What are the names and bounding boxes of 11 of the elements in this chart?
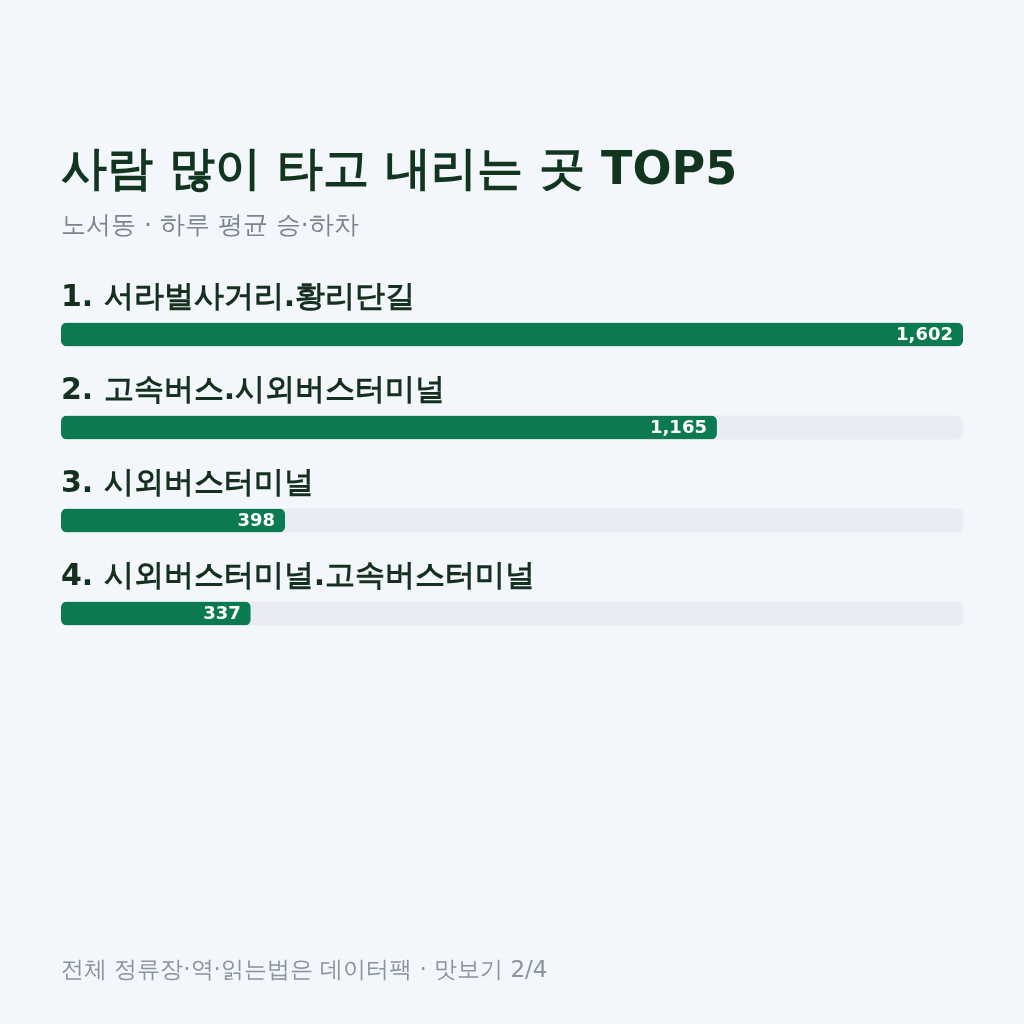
data-label: 1,602: [896, 322, 953, 344]
text: 전체 정류장·역·읽는법은 데이터팩 · 맛보기 2/4: [61, 956, 548, 982]
chart-subtitle: 노서동 · 하루 평균 승·하차: [61, 209, 359, 239]
data-label: 398: [237, 508, 276, 530]
chart-title: 사람 많이 타고 내리는 곳 TOP5: [61, 140, 738, 195]
y-tick-label: 2. 고속버스.시외버스터미널: [61, 370, 446, 406]
data-label: 337: [203, 601, 241, 623]
y-tick-label: 1. 서라벌사거리.황리단길: [61, 277, 416, 313]
data-label: 1,165: [650, 415, 707, 437]
y-tick-label: 3. 시외버스터미널: [61, 463, 314, 499]
y-tick-label: 4. 시외버스터미널.고속버스터미널: [61, 556, 536, 592]
